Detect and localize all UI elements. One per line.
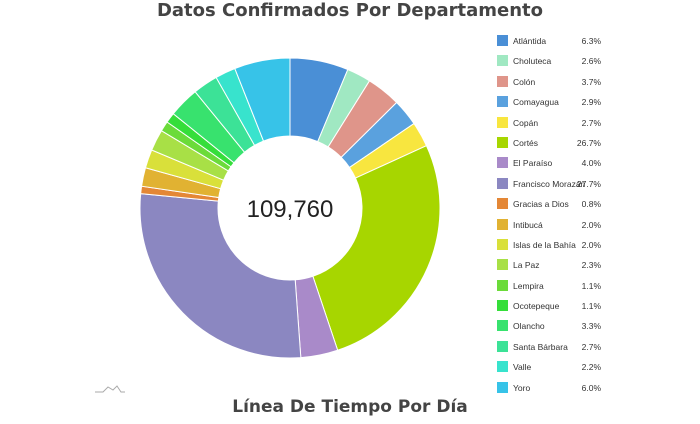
legend-value: 2.9%: [581, 97, 601, 108]
legend-item[interactable]: Lempira 1.1%: [497, 278, 607, 298]
legend-swatch: [497, 198, 508, 210]
donut-slice-yoro[interactable]: [234, 57, 291, 142]
legend-swatch: [497, 96, 508, 108]
legend-swatch: [497, 116, 508, 128]
legend-item[interactable]: El Paraíso 4.0%: [497, 155, 607, 175]
legend-swatch: [497, 75, 508, 87]
legend-item[interactable]: Gracias a Dios 0.8%: [497, 196, 607, 216]
legend-value: 3.3%: [581, 321, 601, 332]
legend-swatch: [497, 218, 508, 230]
legend-label: Comayagua: [513, 97, 559, 108]
legend-label: Atlántida: [513, 36, 547, 46]
sparkline-icon: [95, 385, 125, 393]
legend-label: Islas de la Bahía: [513, 239, 576, 250]
legend-item[interactable]: Intibucá 2.0%: [497, 217, 607, 237]
legend-item[interactable]: Choluteca 2.6%: [497, 53, 607, 73]
legend-value: 6.3%: [581, 36, 601, 46]
legend-value: 26.7%: [576, 137, 601, 148]
legend-label: Copán: [513, 117, 539, 128]
legend-item[interactable]: Comayagua 2.9%: [497, 94, 607, 114]
legend-label: Ocotepeque: [513, 301, 560, 312]
legend-value: 3.7%: [581, 76, 601, 87]
legend-value: 2.7%: [581, 341, 601, 352]
legend-label: Gracias a Dios: [513, 199, 569, 210]
legend-value: 2.0%: [581, 219, 601, 230]
legend-item[interactable]: Colón 3.7%: [497, 74, 607, 94]
legend-item[interactable]: Francisco Morazán 27.7%: [497, 176, 607, 196]
legend-label: Colón: [513, 76, 536, 87]
legend-label: Santa Bárbara: [513, 341, 568, 352]
legend-item[interactable]: Cortés 26.7%: [497, 135, 607, 155]
legend-value: 6.0%: [581, 382, 601, 393]
legend-value: 2.2%: [581, 362, 601, 373]
legend: Atlántida 6.3% Choluteca 2.6% Colón 3.7% Comay…: [497, 33, 607, 400]
legend-value: 0.8%: [581, 199, 601, 210]
section-title: Línea De Tiempo Por Día: [232, 397, 468, 417]
legend-item[interactable]: Valle 2.2%: [497, 359, 607, 379]
legend-label: El Paraíso: [513, 158, 553, 169]
legend-item[interactable]: Yoro 6.0%: [497, 380, 607, 400]
legend-item[interactable]: Olancho 3.3%: [497, 318, 607, 338]
legend-label: Lempira: [513, 280, 544, 291]
legend-label: La Paz: [513, 260, 540, 271]
legend-label: Olancho: [513, 321, 545, 332]
legend-swatch: [497, 320, 508, 332]
legend-item[interactable]: Santa Bárbara 2.7%: [497, 339, 607, 359]
legend-swatch: [497, 238, 508, 250]
donut-slice-francisco-moraz-n[interactable]: [139, 193, 302, 359]
legend-value: 2.7%: [581, 117, 601, 128]
legend-item[interactable]: Ocotepeque 1.1%: [497, 298, 607, 318]
chart-title: Datos Confirmados Por Departamento: [156, 0, 544, 21]
legend-swatch: [497, 381, 508, 393]
legend-swatch: [497, 340, 508, 352]
legend-item[interactable]: Copán 2.7%: [497, 115, 607, 135]
legend-item[interactable]: La Paz 2.3%: [497, 257, 607, 277]
legend-label: Cortés: [513, 137, 539, 148]
legend-label: Choluteca: [513, 56, 552, 67]
legend-item[interactable]: Atlántida 6.3%: [497, 33, 607, 53]
legend-swatch: [497, 136, 508, 148]
legend-value: 1.1%: [581, 301, 601, 312]
legend-item[interactable]: Islas de la Bahía 2.0%: [497, 237, 607, 257]
center-total-label: 109,760: [247, 196, 334, 223]
donut-slice-cort-s[interactable]: [312, 145, 441, 351]
legend-swatch: [497, 361, 508, 373]
legend-label: Valle: [513, 362, 532, 373]
legend-swatch: [497, 157, 508, 169]
legend-swatch: [497, 35, 508, 46]
legend-swatch: [497, 259, 508, 271]
legend-swatch: [497, 279, 508, 291]
legend-value: 2.6%: [581, 56, 601, 67]
legend-value: 4.0%: [581, 158, 601, 169]
legend-value: 1.1%: [581, 280, 601, 291]
legend-swatch: [497, 177, 508, 189]
legend-label: Yoro: [513, 382, 531, 393]
legend-swatch: [497, 300, 508, 312]
legend-value: 27.7%: [576, 178, 601, 189]
legend-label: Francisco Morazán: [513, 178, 586, 189]
legend-value: 2.0%: [581, 239, 601, 250]
legend-label: Intibucá: [513, 219, 543, 230]
legend-swatch: [497, 55, 508, 67]
legend-value: 2.3%: [581, 260, 601, 271]
